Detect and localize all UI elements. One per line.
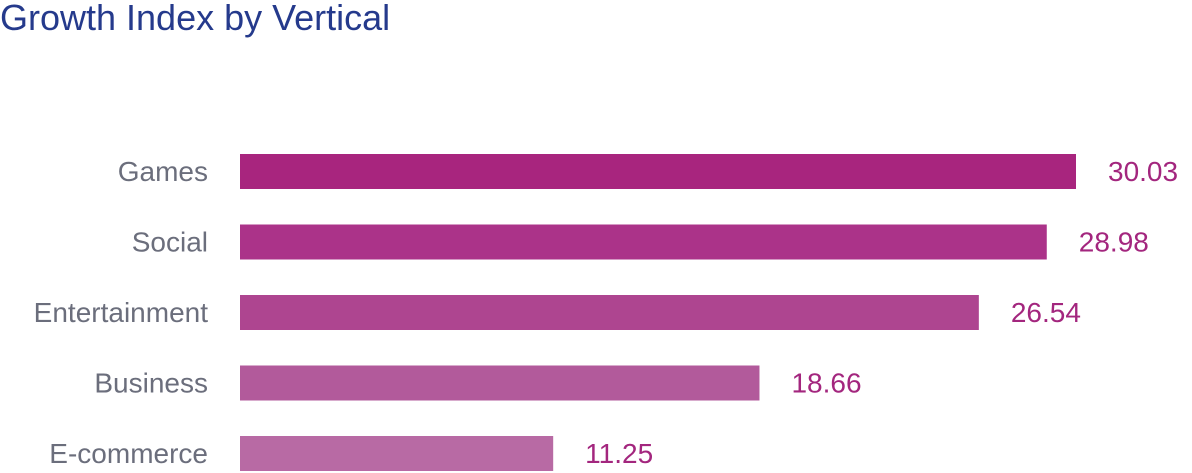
category-label: Social [132,227,208,258]
bar-social [240,224,1047,260]
bar-entertainment [240,295,979,330]
value-label: 11.25 [585,438,653,469]
bar-games [240,154,1076,189]
value-label: 28.98 [1079,227,1149,258]
category-label: E-commerce [49,438,208,469]
category-label: Entertainment [34,297,209,328]
bar-business [240,365,760,401]
category-label: Games [118,156,208,187]
category-labels-group: Games Social Entertainment Business E-commer… [34,156,209,469]
value-label: 26.54 [1011,297,1081,328]
value-label: 30.03 [1108,156,1178,187]
value-labels-group: 30.03 28.98 26.54 18.66 11.25 [585,156,1178,469]
bar-e-commerce [240,436,554,471]
category-label: Business [94,368,208,399]
bars-group [240,154,1076,471]
chart-title: Growth Index by Vertical [0,0,391,38]
value-label: 18.66 [791,368,861,399]
